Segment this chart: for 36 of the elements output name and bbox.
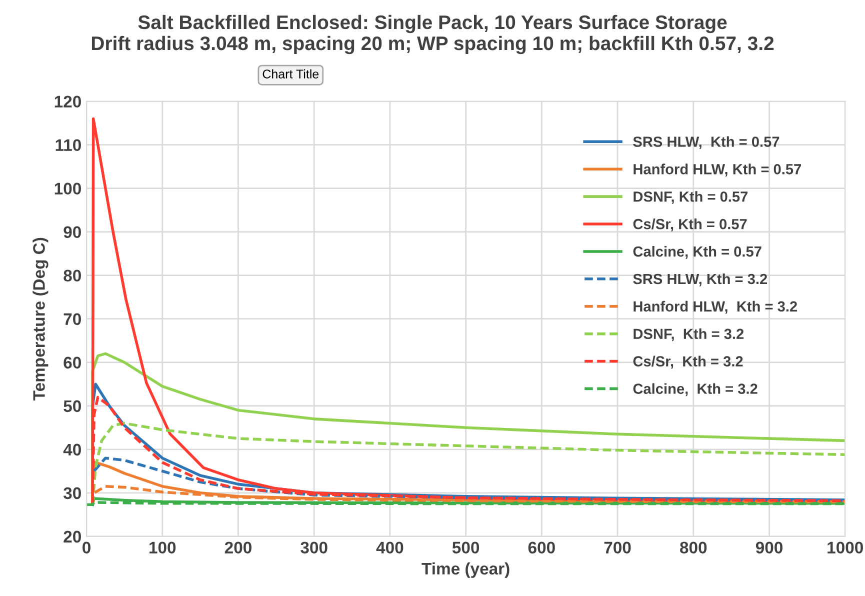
x-tick-label: 200	[224, 542, 252, 554]
y-axis-title: Temperature (Deg C)	[32, 238, 48, 400]
x-tick-label: 100	[150, 542, 176, 554]
y-tick-label: 110	[56, 139, 81, 152]
x-tick-label: 500	[452, 542, 480, 554]
text: Chart Title	[262, 69, 319, 78]
y-tick-label: 120	[54, 96, 81, 108]
chart-title: Salt Backfilled Enclosed: Single Pack, 10 Years Surface Storage Drift radius 3.048 m, spacing 20 m; WP spacing 10 m; backfill Kth 0.57, 3.2	[92, 14, 774, 54]
y-tick-label: 60	[64, 356, 81, 369]
legend-label: SRS HLW, Kth = 3.2	[633, 273, 768, 286]
legend-label: SRS HLW, Kth = 0.57	[633, 136, 780, 150]
x-tick-label: 0	[82, 542, 90, 554]
x-tick-label: 700	[604, 542, 631, 554]
x-tick-label: 1000	[828, 542, 863, 554]
legend-label: Calcine, Kth = 0.57	[633, 246, 762, 259]
y-tick-label: 80	[64, 270, 81, 282]
y-tick-label: 50	[64, 400, 81, 412]
legend-label: Calcine, Kth = 3.2	[633, 383, 758, 396]
legend-label: Cs/Sr, Kth = 0.57	[633, 218, 747, 232]
x-tick-label: 300	[300, 542, 328, 554]
x-axis-title: Time (year)	[422, 562, 510, 578]
x-tick-label: 400	[376, 542, 404, 554]
x-tick-label: 900	[756, 542, 782, 554]
y-tick-label: 70	[64, 313, 81, 326]
legend-label: DSNF, Kth = 0.57	[634, 191, 748, 204]
legend-label: Hanford HLW, Kth = 0.57	[634, 164, 801, 176]
x-tick-label: 800	[680, 542, 707, 554]
y-tick-label: 20	[64, 530, 81, 543]
y-tick-label: 100	[54, 182, 81, 195]
x-tick-label: 600	[528, 542, 555, 554]
legend-label: Hanford HLW, Kth = 3.2	[634, 300, 797, 314]
y-tick-label: 90	[64, 226, 81, 238]
y-tick-label: 40	[63, 444, 81, 456]
y-tick-label: 30	[63, 487, 81, 500]
legend-label: Cs/Sr, Kth = 3.2	[633, 356, 743, 369]
legend-label: DSNF, Kth = 3.2	[634, 328, 744, 342]
